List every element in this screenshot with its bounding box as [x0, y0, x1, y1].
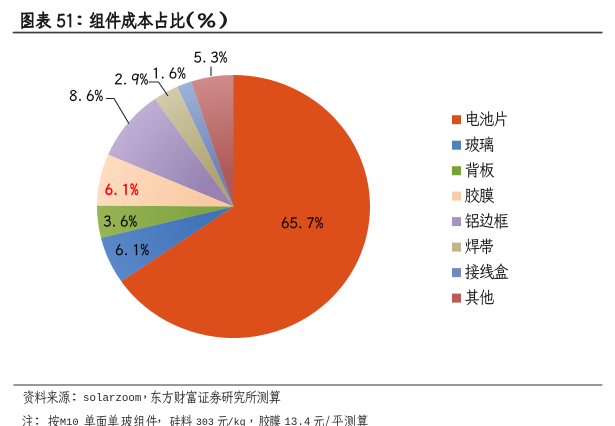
svg-text:303: 303: [196, 418, 214, 426]
svg-text:M10: M10: [60, 417, 79, 426]
svg-text:13.4: 13.4: [284, 417, 310, 426]
svg-text:solarzoom: solarzoom: [83, 393, 141, 405]
svg-text:/kg: /kg: [228, 417, 246, 426]
